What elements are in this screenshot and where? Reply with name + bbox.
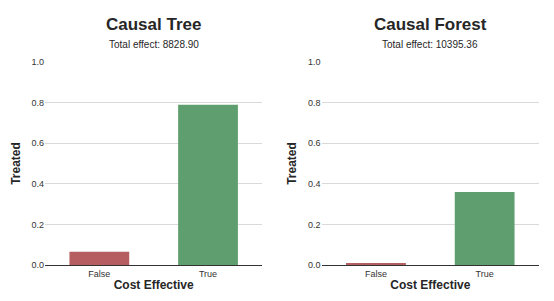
svg-text:0.0: 0.0 xyxy=(308,260,321,270)
svg-text:Causal Forest: Causal Forest xyxy=(374,15,487,34)
svg-text:1.0: 1.0 xyxy=(308,57,321,67)
svg-text:Cost Effective: Cost Effective xyxy=(114,278,194,292)
svg-text:0.0: 0.0 xyxy=(31,260,44,270)
svg-text:Treated: Treated xyxy=(9,142,23,185)
svg-text:0.4: 0.4 xyxy=(31,179,44,189)
svg-text:0.2: 0.2 xyxy=(31,220,44,230)
svg-text:0.4: 0.4 xyxy=(308,179,321,189)
svg-text:0.8: 0.8 xyxy=(31,98,44,108)
svg-text:0.8: 0.8 xyxy=(308,98,321,108)
svg-text:0.6: 0.6 xyxy=(31,138,44,148)
svg-text:True: True xyxy=(476,269,494,279)
svg-text:1.0: 1.0 xyxy=(31,57,44,67)
svg-text:0.6: 0.6 xyxy=(308,138,321,148)
svg-text:Cost Effective: Cost Effective xyxy=(390,278,470,292)
svg-text:Total effect: 10395.36: Total effect: 10395.36 xyxy=(382,39,478,50)
svg-text:Causal Tree: Causal Tree xyxy=(106,15,201,34)
svg-text:Treated: Treated xyxy=(285,142,299,185)
svg-text:Total effect: 8828.90: Total effect: 8828.90 xyxy=(109,39,199,50)
svg-text:False: False xyxy=(88,269,110,279)
svg-text:False: False xyxy=(365,269,387,279)
svg-text:True: True xyxy=(199,269,217,279)
svg-text:0.2: 0.2 xyxy=(308,220,321,230)
